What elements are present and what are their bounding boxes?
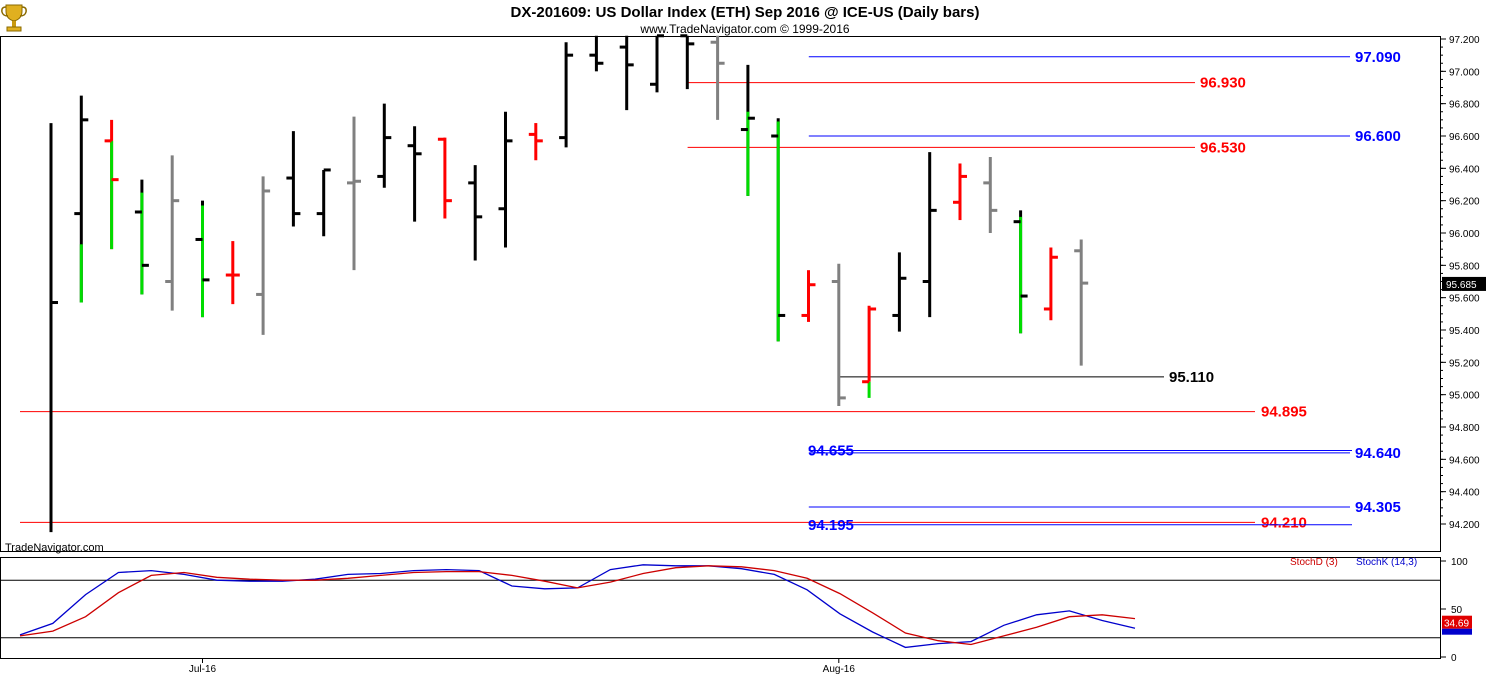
ohlc-bar bbox=[892, 252, 907, 332]
ohlc-bar bbox=[377, 103, 392, 188]
ohlc-bar bbox=[165, 155, 180, 311]
ohlc-bar bbox=[104, 119, 119, 250]
ohlc-bar bbox=[1043, 247, 1058, 321]
level-label-94.305: 94.305 bbox=[1355, 499, 1401, 516]
ohlc-bar bbox=[983, 157, 998, 233]
legend-stoch-d: StochD (3) bbox=[1290, 557, 1338, 568]
ohlc-bar bbox=[680, 34, 695, 90]
stoch-d-last-box bbox=[1442, 615, 1472, 629]
stoch-y-tick-label: 0 bbox=[1451, 653, 1457, 664]
y-tick-label: 94.200 bbox=[1449, 520, 1480, 531]
y-tick-label: 96.000 bbox=[1449, 229, 1480, 240]
price-axis: 97.200 97.000 96.800 96.600 96.400 96.200 96.0… bbox=[1441, 35, 1486, 531]
level-label-94.895: 94.895 bbox=[1261, 404, 1307, 421]
ohlc-bar bbox=[771, 118, 786, 342]
level-label-96.930: 96.930 bbox=[1200, 75, 1246, 92]
y-tick-label: 96.200 bbox=[1449, 197, 1480, 208]
ohlc-bar bbox=[922, 152, 937, 318]
y-tick-label: 94.800 bbox=[1449, 423, 1480, 434]
y-tick-label: 95.800 bbox=[1449, 261, 1480, 272]
ohlc-bar bbox=[74, 95, 89, 303]
ohlc-bar bbox=[740, 64, 755, 196]
ohlc-bar bbox=[953, 163, 967, 221]
logo bbox=[1, 4, 27, 32]
stoch-d-last-label: 34.69 bbox=[1444, 619, 1469, 630]
chart-title: DX-201609: US Dollar Index (ETH) Sep 201… bbox=[511, 4, 980, 21]
x-axis: Jul-16 Aug-16 bbox=[189, 658, 855, 675]
stoch-panel bbox=[1, 564, 1440, 649]
chart-subtitle: www.TradeNavigator.com © 1999-2016 bbox=[639, 22, 849, 36]
x-tick-label: Jul-16 bbox=[189, 664, 217, 675]
level-label-95.110: 95.110 bbox=[1169, 369, 1214, 386]
trophy-icon bbox=[1, 4, 27, 32]
ohlc-bar bbox=[801, 270, 816, 322]
ohlc-bar bbox=[831, 263, 846, 406]
y-tick-label: 95.400 bbox=[1449, 326, 1480, 337]
y-tick-label: 97.200 bbox=[1449, 35, 1480, 46]
watermark: TradeNavigator.com bbox=[5, 542, 104, 554]
ohlc-bar bbox=[256, 176, 271, 335]
y-tick-label: 95.200 bbox=[1449, 358, 1480, 369]
ohlc-bar bbox=[407, 126, 422, 222]
ohlc-bar bbox=[134, 179, 149, 295]
level-label-96.530: 96.530 bbox=[1200, 139, 1246, 156]
ohlc-bar bbox=[347, 116, 361, 271]
y-tick-label: 94.400 bbox=[1449, 488, 1480, 499]
x-tick-label: Aug-16 bbox=[823, 664, 856, 675]
last-price-box bbox=[1442, 276, 1486, 291]
ohlc-bar bbox=[528, 123, 543, 161]
ohlc-bar bbox=[650, 34, 664, 93]
y-tick-label: 96.800 bbox=[1449, 100, 1480, 111]
stoch-line-k bbox=[19, 564, 1136, 649]
ohlc-bar bbox=[286, 131, 301, 227]
ohlc-bar bbox=[225, 241, 240, 305]
stoch-panel-frame bbox=[0, 557, 1441, 659]
ohlc-bar bbox=[468, 165, 483, 261]
level-label-94.640: 94.640 bbox=[1355, 445, 1401, 462]
level-label-97.090: 97.090 bbox=[1355, 49, 1401, 66]
level-label-94.655: 94.655 bbox=[808, 442, 854, 459]
price-panel: 97.090 96.930 96.600 96.530 95.110 94.895 94.6… bbox=[20, 34, 1401, 534]
stoch-k-last-box bbox=[1442, 628, 1472, 635]
ohlc-bar bbox=[49, 123, 58, 533]
y-tick-label: 96.600 bbox=[1449, 132, 1480, 143]
stoch-line-d bbox=[19, 565, 1136, 646]
y-tick-label: 95.000 bbox=[1449, 391, 1480, 402]
legend-stoch-k: StochK (14,3) bbox=[1356, 557, 1417, 568]
price-panel-frame bbox=[0, 36, 1441, 552]
last-price-label: 95.685 bbox=[1446, 280, 1477, 291]
ohlc-bar bbox=[1013, 210, 1028, 334]
y-tick-label: 96.400 bbox=[1449, 164, 1480, 175]
stoch-y-tick-label: 100 bbox=[1451, 557, 1468, 568]
ohlc-bar bbox=[862, 305, 877, 398]
stoch-axis: 100 50 0 34.69 bbox=[1441, 557, 1472, 664]
level-label-94.210: 94.210 bbox=[1261, 514, 1307, 531]
ohlc-bar bbox=[710, 35, 725, 120]
ohlc-bar bbox=[316, 168, 331, 237]
level-label-96.600: 96.600 bbox=[1355, 128, 1401, 145]
level-label-94.195: 94.195 bbox=[808, 517, 854, 534]
ohlc-bar bbox=[1074, 239, 1089, 366]
ohlc-bar bbox=[498, 111, 513, 248]
ohlc-bar bbox=[619, 35, 634, 111]
y-tick-label: 94.600 bbox=[1449, 455, 1480, 466]
ohlc-bar bbox=[195, 200, 210, 318]
ohlc-bar bbox=[589, 35, 604, 72]
y-tick-label: 95.600 bbox=[1449, 294, 1480, 305]
y-tick-label: 97.000 bbox=[1449, 67, 1480, 78]
ohlc-bar bbox=[559, 42, 574, 148]
ohlc-bar bbox=[437, 137, 452, 219]
stoch-y-tick-label: 50 bbox=[1451, 605, 1463, 616]
